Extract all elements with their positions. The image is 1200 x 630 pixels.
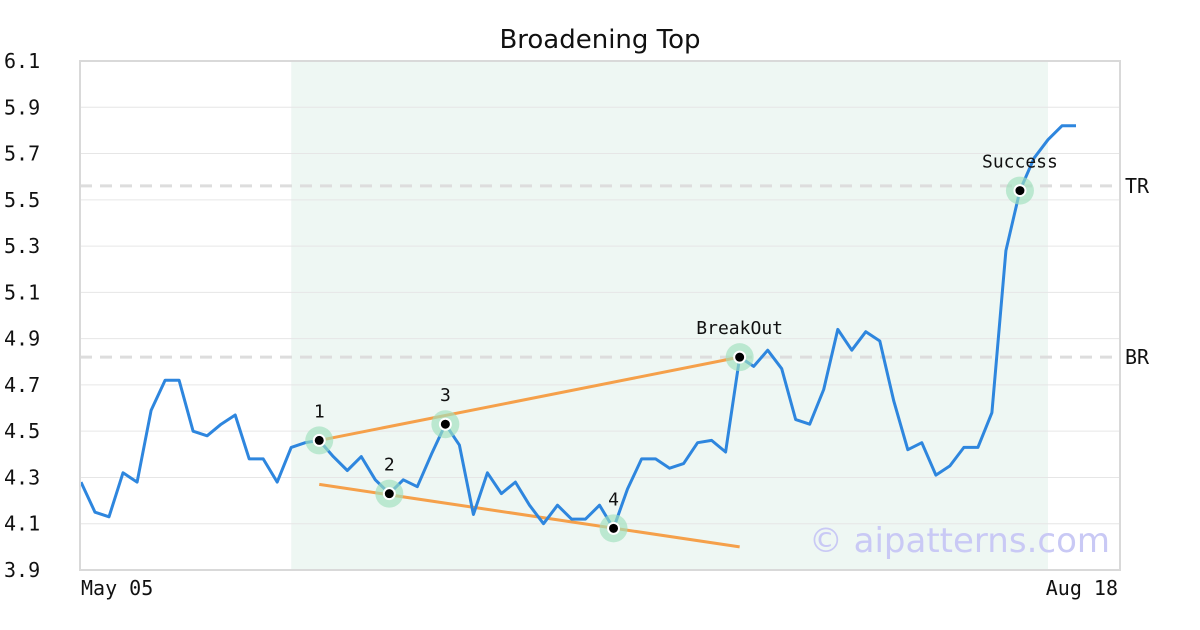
marker-dot-1 — [312, 433, 326, 447]
y-tick-label: 5.9 — [4, 95, 40, 119]
highlight-region-layer — [291, 61, 1048, 570]
y-tick-label: 4.5 — [4, 419, 40, 443]
upper-trendline — [318, 355, 740, 442]
y-tick-label: 3.9 — [4, 558, 40, 582]
y-tick-label: 5.3 — [4, 234, 40, 258]
reference-label-br: BR — [1125, 345, 1150, 369]
series-layer — [79, 124, 1076, 530]
marker-dot-4 — [607, 521, 621, 535]
marker-dot-success — [1013, 184, 1027, 198]
x-tick-label: Aug 18 — [1046, 576, 1118, 600]
grid-layer — [80, 106, 1120, 525]
annotation-label-1: 1 — [314, 401, 325, 422]
price-series-line — [79, 124, 1076, 530]
plot-frame — [79, 60, 1121, 571]
annotation-label-success: Success — [982, 152, 1058, 173]
y-tick-label: 5.1 — [4, 280, 40, 304]
y-tick-label: 5.5 — [4, 188, 40, 212]
highlight-region — [291, 61, 1048, 570]
marker-dot-breakout — [733, 350, 747, 364]
y-tick-label: 6.1 — [4, 49, 40, 73]
chart-title: Broadening Top — [499, 25, 700, 55]
x-tick-label: May 05 — [81, 576, 153, 600]
annotation-label-2: 2 — [384, 455, 395, 476]
annotation-label-4: 4 — [608, 489, 619, 510]
reference-label-tr: TR — [1125, 174, 1150, 198]
marker-dot-2 — [382, 487, 396, 501]
y-tick-label: 4.7 — [4, 373, 40, 397]
x-axis-ticks: May 05 Aug 18 — [81, 576, 1118, 600]
reference-lines-layer: TR BR — [80, 174, 1150, 369]
annotation-label-3: 3 — [440, 385, 451, 406]
y-axis-ticks: 6.1 5.9 5.7 5.5 5.3 5.1 4.9 4.7 4.5 4.3 4.1 3.9 — [4, 49, 40, 582]
y-tick-label: 4.9 — [4, 327, 40, 351]
y-tick-label: 5.7 — [4, 142, 40, 166]
y-tick-label: 4.1 — [4, 512, 40, 536]
y-tick-label: 4.3 — [4, 465, 40, 489]
annotations-layer: 1 2 3 4 BreakOut Success — [305, 152, 1058, 543]
marker-dot-3 — [438, 417, 452, 431]
watermark: © aipatterns.com — [809, 521, 1110, 561]
annotation-label-breakout: BreakOut — [696, 318, 783, 339]
